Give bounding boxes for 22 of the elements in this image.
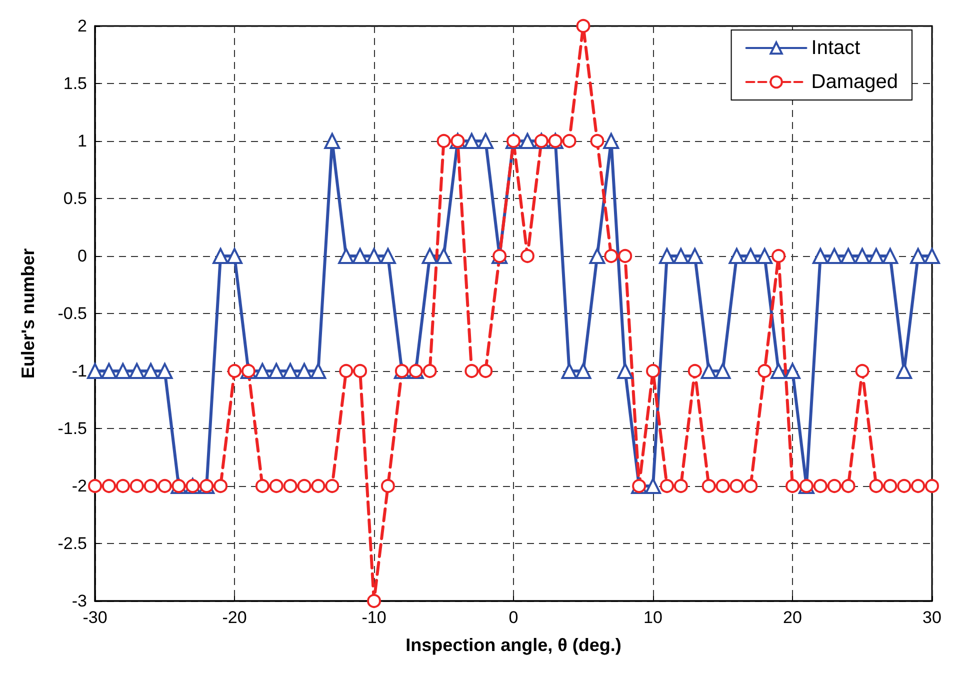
x-tick-label: 20 [783, 608, 802, 627]
x-tick-label: 30 [922, 608, 942, 627]
y-tick-label: 1.5 [63, 74, 87, 93]
y-tick-label: -2.5 [58, 534, 87, 553]
y-tick-label: 0.5 [63, 189, 87, 208]
y-tick-label: 0 [78, 246, 87, 266]
y-tick-label: -3 [72, 592, 87, 610]
x-tick-label: 10 [644, 608, 662, 627]
x-tick-label: 0 [508, 608, 518, 627]
y-tick-label: -0.5 [58, 304, 87, 323]
legend-label: Intact [811, 37, 861, 59]
legend-label: Damaged [811, 71, 898, 93]
x-axis-title: Inspection angle, θ (deg.) [406, 635, 622, 655]
y-tick-label: -1 [72, 362, 87, 380]
x-tick-label: -30 [82, 608, 108, 627]
y-tick-label: -1.5 [58, 419, 87, 438]
y-tick-label: -2 [72, 476, 87, 496]
y-tick-label: 1 [78, 132, 87, 150]
x-tick-label: -20 [222, 608, 247, 627]
y-axis-title: Euler's number [18, 248, 38, 379]
x-tick-label: -10 [362, 608, 386, 627]
y-tick-label: 2 [78, 16, 87, 36]
